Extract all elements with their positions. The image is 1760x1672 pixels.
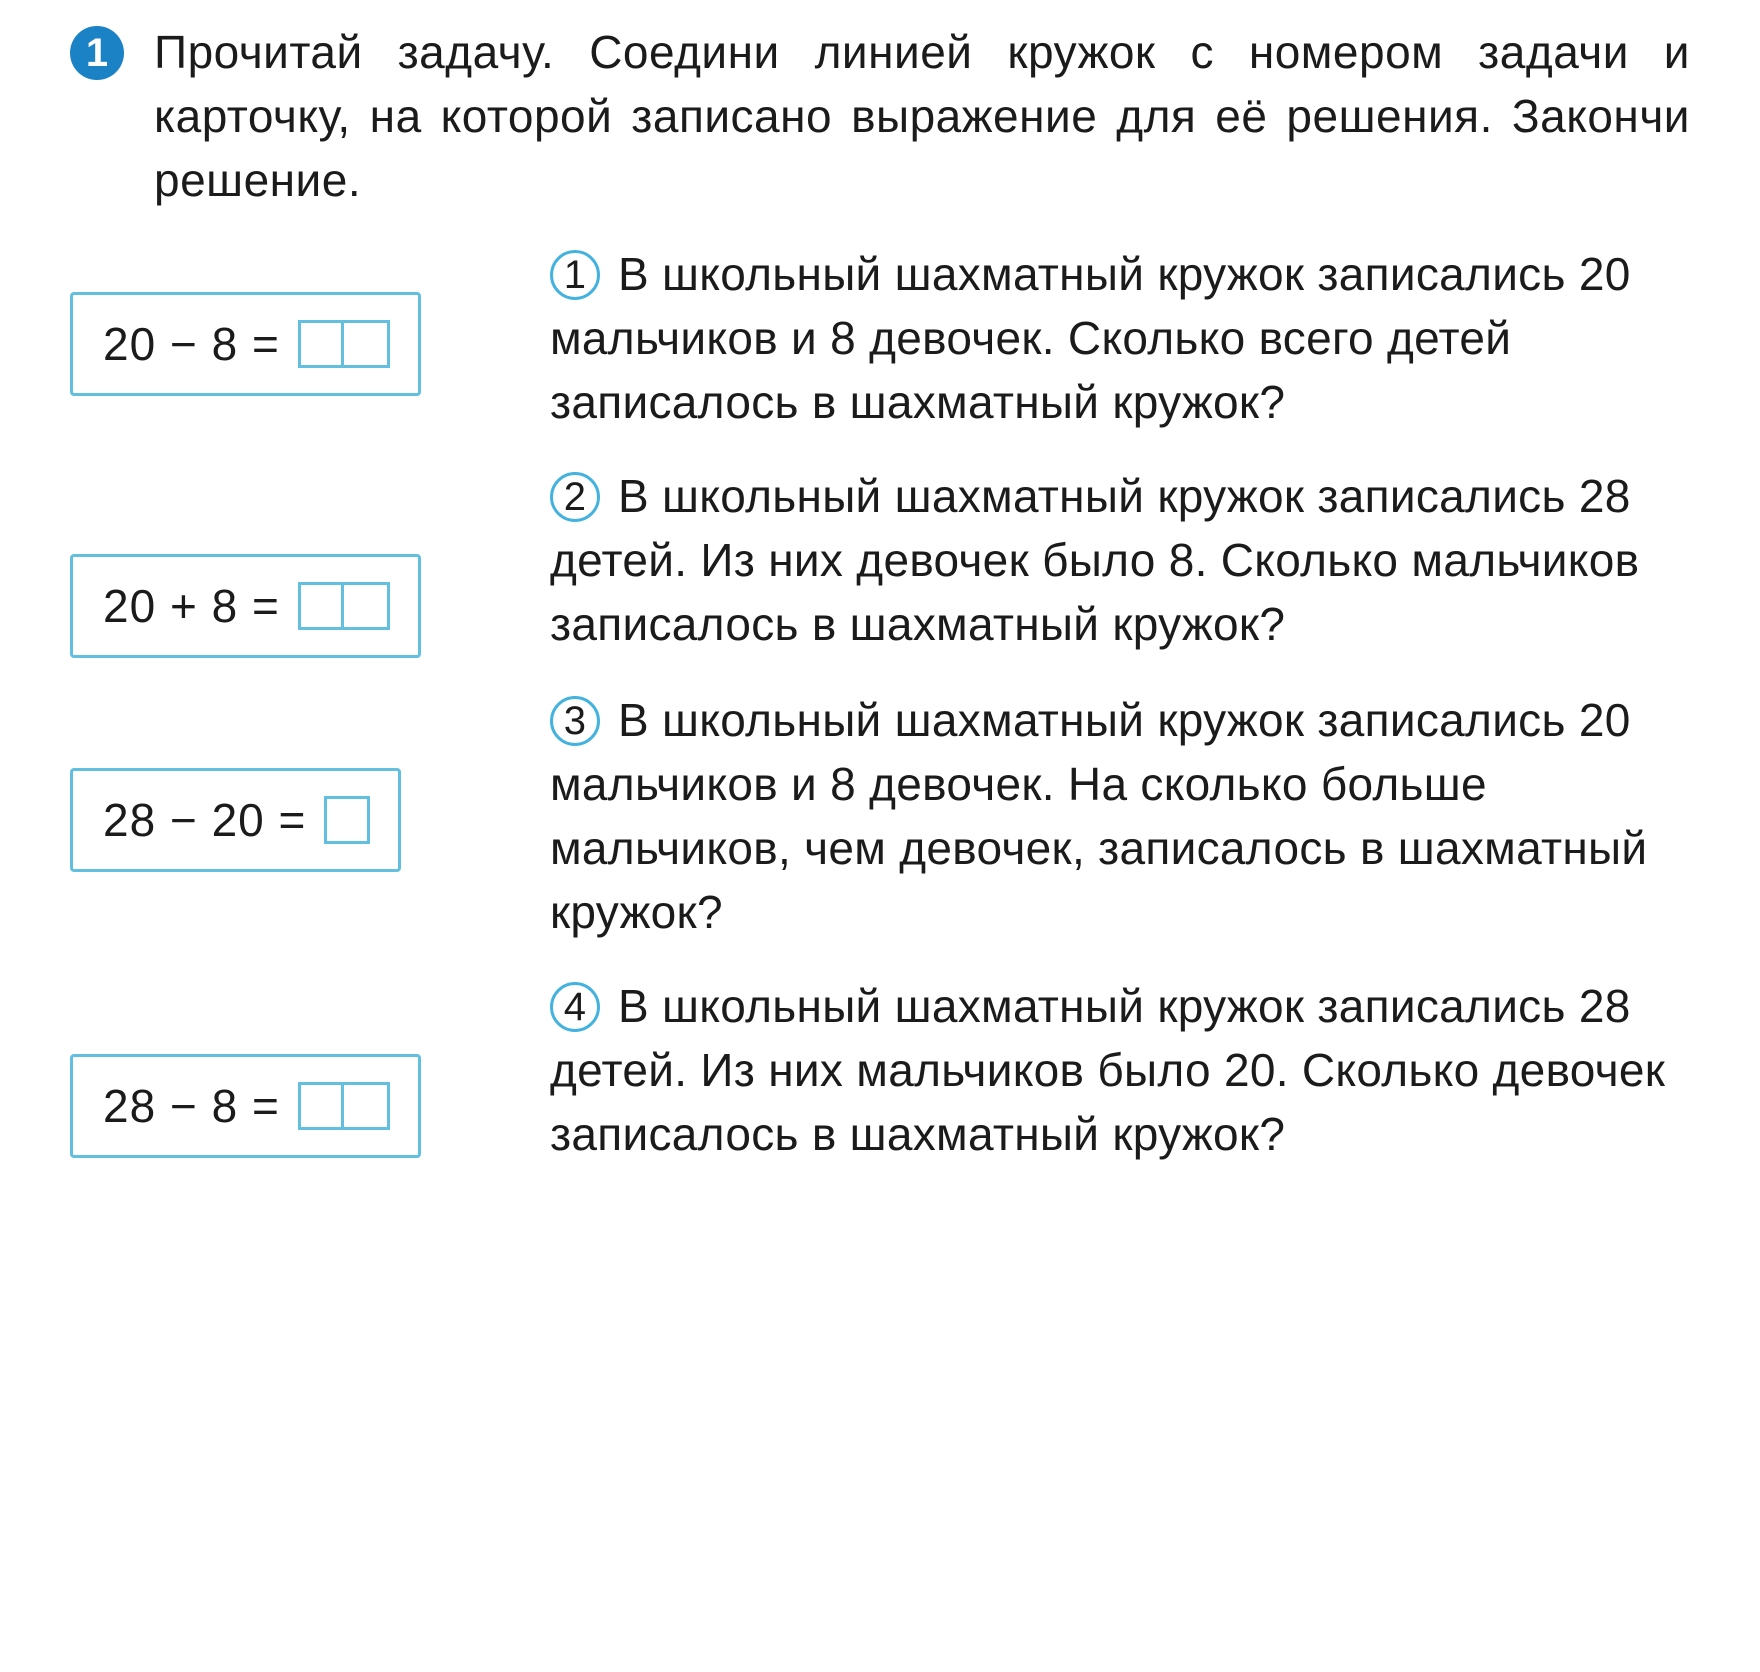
expression-card[interactable]: 28 − 20 = — [70, 768, 401, 872]
expression-card[interactable]: 20 + 8 = — [70, 554, 421, 658]
task-row: 20 + 8 = 2В школьный шахматный кружок за… — [70, 464, 1690, 658]
task-number-circle[interactable]: 1 — [550, 250, 600, 300]
task-column: 1В школьный шахматный кружок записались … — [530, 242, 1690, 434]
answer-cell[interactable] — [344, 320, 390, 368]
answer-cell[interactable] — [298, 320, 344, 368]
task-number-circle[interactable]: 3 — [550, 696, 600, 746]
answer-cells[interactable] — [298, 582, 390, 630]
task-text: 4В школьный шахматный кружок записались … — [550, 980, 1665, 1160]
task-body: В школьный шахматный кружок записались 2… — [550, 694, 1647, 938]
answer-cell[interactable] — [298, 582, 344, 630]
expression-column: 28 − 8 = — [70, 974, 530, 1158]
task-text: 2В школьный шахматный кружок записались … — [550, 470, 1639, 650]
answer-cells[interactable] — [324, 796, 370, 844]
expression-text: 28 − 8 = — [103, 1079, 280, 1133]
answer-cell[interactable] — [324, 796, 370, 844]
task-block: 4В школьный шахматный кружок записались … — [550, 974, 1690, 1166]
task-row: 20 − 8 = 1В школьный шахматный кружок за… — [70, 242, 1690, 434]
task-row: 28 − 8 = 4В школьный шахматный кружок за… — [70, 974, 1690, 1166]
exercise-number-badge: 1 — [70, 26, 124, 80]
task-number-circle[interactable]: 4 — [550, 982, 600, 1032]
answer-cell[interactable] — [344, 582, 390, 630]
answer-cells[interactable] — [298, 320, 390, 368]
task-text: 1В школьный шахматный кружок записались … — [550, 248, 1631, 428]
expression-card[interactable]: 28 − 8 = — [70, 1054, 421, 1158]
task-body: В школьный шахматный кружок записались 2… — [550, 248, 1631, 428]
task-block: 1В школьный шахматный кружок записались … — [550, 242, 1690, 434]
task-number-circle[interactable]: 2 — [550, 472, 600, 522]
task-block: 3В школьный шахматный кружок записались … — [550, 688, 1690, 944]
expression-column: 20 + 8 = — [70, 464, 530, 658]
task-column: 4В школьный шахматный кружок записались … — [530, 974, 1690, 1166]
task-body: В школьный шахматный кружок записались 2… — [550, 470, 1639, 650]
expression-text: 20 − 8 = — [103, 317, 280, 371]
answer-cell[interactable] — [344, 1082, 390, 1130]
expression-text: 20 + 8 = — [103, 579, 280, 633]
expression-text: 28 − 20 = — [103, 793, 306, 847]
task-body: В школьный шахматный кружок записались 2… — [550, 980, 1665, 1160]
expression-card[interactable]: 20 − 8 = — [70, 292, 421, 396]
answer-cells[interactable] — [298, 1082, 390, 1130]
task-text: 3В школьный шахматный кружок записались … — [550, 694, 1647, 938]
worksheet-page: 1 Прочитай задачу. Соедини линией кружок… — [0, 0, 1760, 1672]
task-column: 3В школьный шахматный кружок записались … — [530, 688, 1690, 944]
task-column: 2В школьный шахматный кружок записались … — [530, 464, 1690, 656]
exercise-instructions: Прочитай задачу. Соедини линией кружок с… — [154, 20, 1690, 212]
task-block: 2В школьный шахматный кружок записались … — [550, 464, 1690, 656]
answer-cell[interactable] — [298, 1082, 344, 1130]
exercise-header: 1 Прочитай задачу. Соедини линией кружок… — [70, 20, 1690, 212]
task-row: 28 − 20 = 3В школьный шахматный кружок з… — [70, 688, 1690, 944]
expression-column: 20 − 8 = — [70, 242, 530, 396]
expression-column: 28 − 20 = — [70, 688, 530, 872]
